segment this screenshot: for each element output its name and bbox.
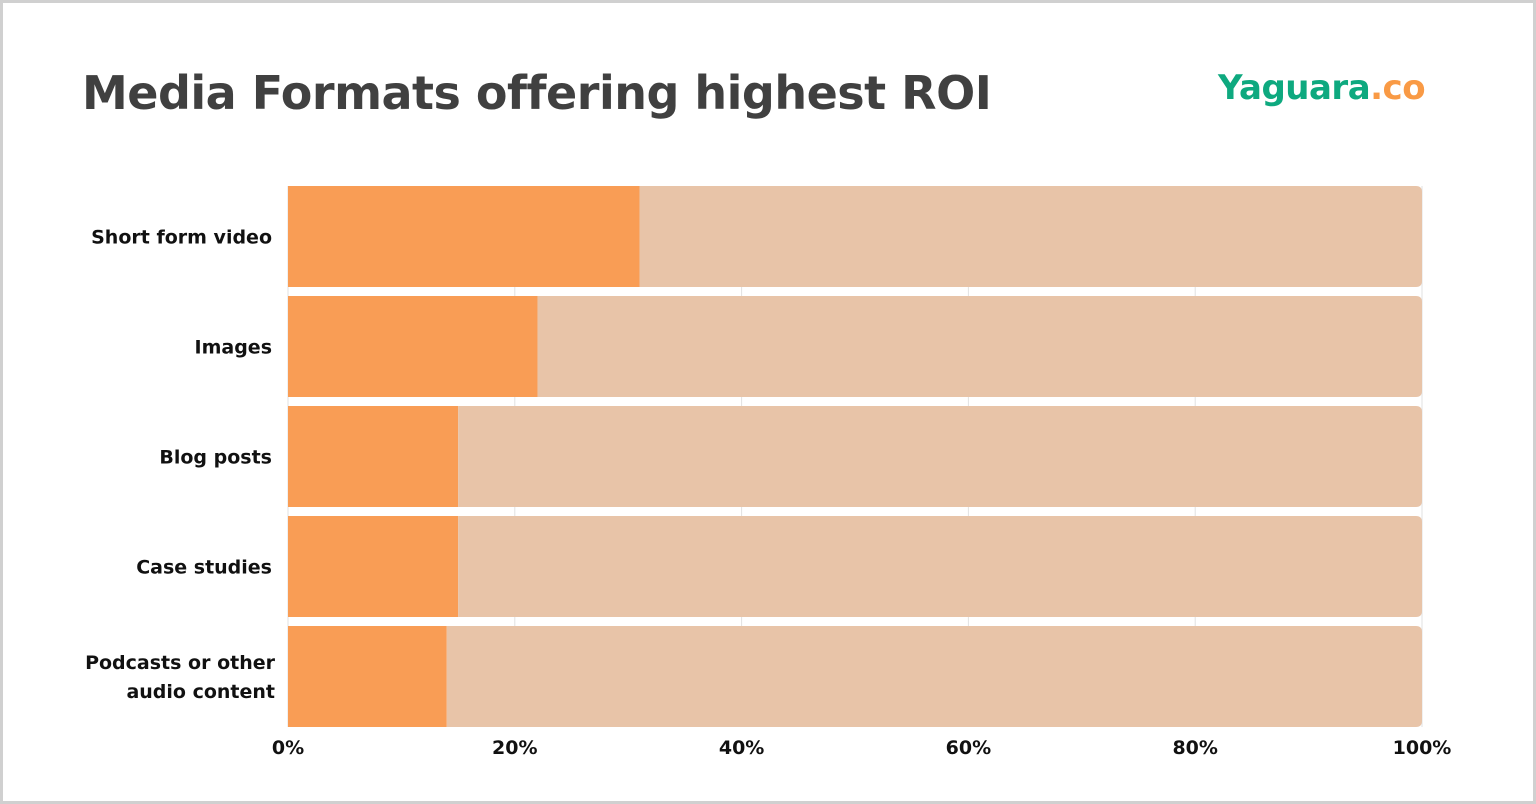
bar-segment-remainder bbox=[537, 296, 1422, 397]
x-tick-label: 0% bbox=[272, 737, 304, 759]
logo-name: Yaguara bbox=[1218, 68, 1371, 108]
category-label: audio content bbox=[126, 681, 275, 703]
x-tick-label: 20% bbox=[492, 737, 537, 759]
yaguara-logo: Yaguara.co bbox=[1218, 68, 1426, 108]
bar-segment-roi bbox=[288, 516, 459, 617]
category-label: Podcasts or other bbox=[85, 652, 276, 674]
logo-tld: .co bbox=[1370, 68, 1426, 108]
bar-segment-roi bbox=[288, 296, 538, 397]
bar-segment-roi bbox=[288, 406, 459, 507]
x-tick-label: 40% bbox=[719, 737, 764, 759]
x-tick-label: 80% bbox=[1172, 737, 1217, 759]
bar-segment-roi bbox=[288, 626, 447, 727]
category-label: Images bbox=[195, 337, 272, 359]
x-tick-label: 60% bbox=[946, 737, 991, 759]
bar-segment-remainder bbox=[458, 516, 1423, 617]
category-label: Case studies bbox=[136, 557, 272, 579]
chart-title: Media Formats offering highest ROI bbox=[82, 66, 992, 120]
x-tick-label: 100% bbox=[1393, 737, 1452, 759]
bar-segment-remainder bbox=[458, 406, 1423, 507]
category-label: Blog posts bbox=[159, 447, 272, 469]
bar-segment-remainder bbox=[446, 626, 1422, 727]
bar-segment-remainder bbox=[639, 186, 1422, 287]
category-label: Short form video bbox=[91, 227, 272, 249]
bar-segment-roi bbox=[288, 186, 640, 287]
